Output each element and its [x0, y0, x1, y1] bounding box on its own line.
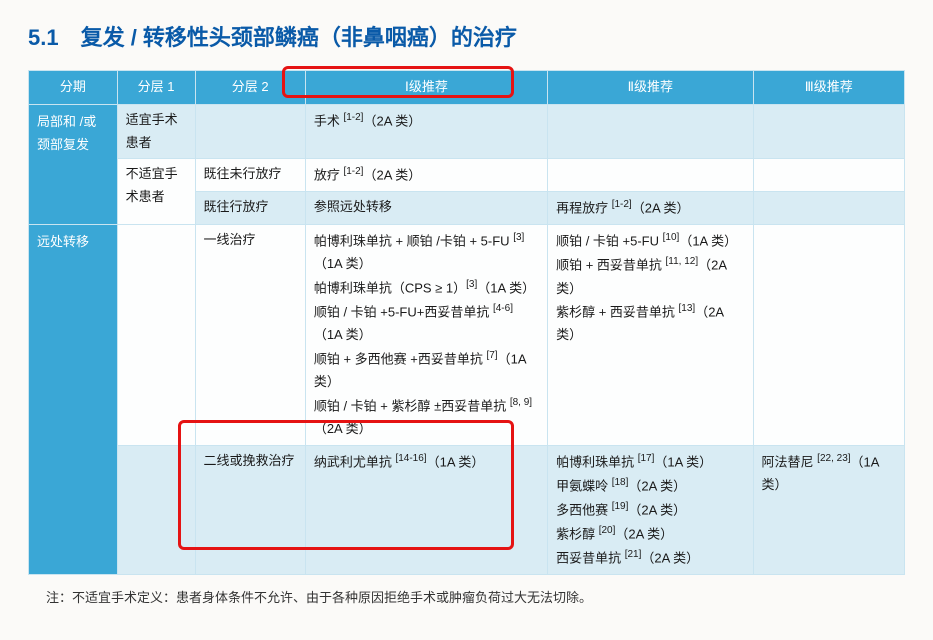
cell-r1-rec3 — [753, 104, 904, 159]
th-staging: 分期 — [29, 71, 118, 105]
cell-r1-layer2 — [195, 104, 305, 159]
cell-staging-distant: 远处转移 — [29, 225, 118, 575]
cell-r5-layer2: 二线或挽救治疗 — [195, 445, 305, 574]
cell-r1-rec1: 手术 [1-2]（2A 类） — [305, 104, 547, 159]
cell-r4-layer1 — [117, 225, 195, 445]
cell-r1-layer1: 适宜手术患者 — [117, 104, 195, 159]
header-row: 分期 分层 1 分层 2 Ⅰ级推荐 Ⅱ级推荐 Ⅲ级推荐 — [29, 71, 905, 105]
row-1: 局部和 /或颈部复发 适宜手术患者 手术 [1-2]（2A 类） — [29, 104, 905, 159]
cell-r2-rec1: 放疗 [1-2]（2A 类） — [305, 159, 547, 192]
cell-r4-layer2: 一线治疗 — [195, 225, 305, 445]
cell-r4-rec3 — [753, 225, 904, 445]
row-4: 远处转移 一线治疗 帕博利珠单抗 + 顺铂 /卡铂 + 5-FU [3]（1A … — [29, 225, 905, 445]
th-rec3: Ⅲ级推荐 — [753, 71, 904, 105]
cell-r5-rec1: 纳武利尤单抗 [14-16]（1A 类） — [305, 445, 547, 574]
th-layer1: 分层 1 — [117, 71, 195, 105]
cell-r3-rec3 — [753, 192, 904, 225]
footnote: 注：不适宜手术定义：患者身体条件不允许、由于各种原因拒绝手术或肿瘤负荷过大无法切… — [28, 587, 905, 606]
th-layer2: 分层 2 — [195, 71, 305, 105]
cell-r1-rec2 — [548, 104, 753, 159]
row-2: 不适宜手术患者 既往未行放疗 放疗 [1-2]（2A 类） — [29, 159, 905, 192]
cell-r4-rec1: 帕博利珠单抗 + 顺铂 /卡铂 + 5-FU [3]（1A 类）帕博利珠单抗（C… — [305, 225, 547, 445]
cell-r5-layer1 — [117, 445, 195, 574]
cell-r5-rec3: 阿法替尼 [22, 23]（1A 类） — [753, 445, 904, 574]
th-rec2: Ⅱ级推荐 — [548, 71, 753, 105]
section-heading: 5.1 复发 / 转移性头颈部鳞癌（非鼻咽癌）的治疗 — [28, 20, 905, 52]
cell-r2-rec2 — [548, 159, 753, 192]
cell-r2-layer1: 不适宜手术患者 — [117, 159, 195, 225]
cell-r2-layer2: 既往未行放疗 — [195, 159, 305, 192]
cell-r3-layer2: 既往行放疗 — [195, 192, 305, 225]
row-5: 二线或挽救治疗 纳武利尤单抗 [14-16]（1A 类） 帕博利珠单抗 [17]… — [29, 445, 905, 574]
th-rec1: Ⅰ级推荐 — [305, 71, 547, 105]
cell-r3-rec1: 参照远处转移 — [305, 192, 547, 225]
cell-staging-local: 局部和 /或颈部复发 — [29, 104, 118, 225]
cell-r4-rec2: 顺铂 / 卡铂 +5-FU [10]（1A 类）顺铂 + 西妥昔单抗 [11, … — [548, 225, 753, 445]
table-wrap: 分期 分层 1 分层 2 Ⅰ级推荐 Ⅱ级推荐 Ⅲ级推荐 局部和 /或颈部复发 适… — [28, 70, 905, 575]
treatment-table: 分期 分层 1 分层 2 Ⅰ级推荐 Ⅱ级推荐 Ⅲ级推荐 局部和 /或颈部复发 适… — [28, 70, 905, 575]
cell-r5-rec2: 帕博利珠单抗 [17]（1A 类）甲氨蝶呤 [18]（2A 类）多西他赛 [19… — [548, 445, 753, 574]
cell-r2-rec3 — [753, 159, 904, 192]
cell-r3-rec2: 再程放疗 [1-2]（2A 类） — [548, 192, 753, 225]
